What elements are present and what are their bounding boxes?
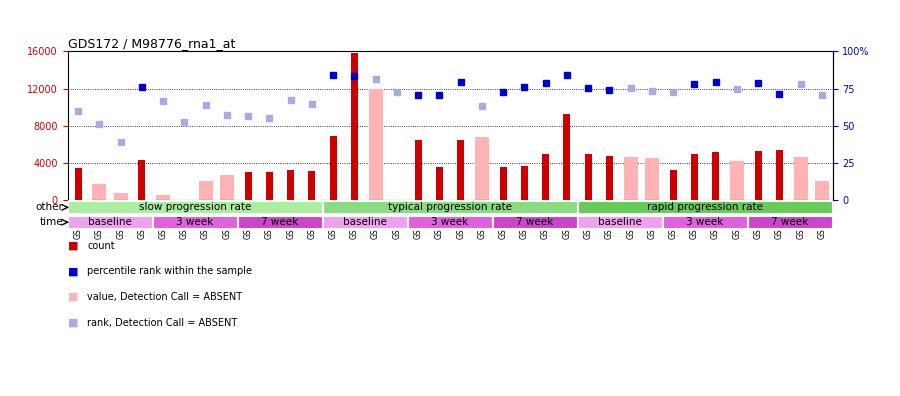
Bar (521, 166, 527, 200)
Text: 3 week: 3 week (176, 217, 213, 227)
Bar (75, 168, 82, 200)
Bar (500, 168, 507, 200)
Text: 3 week: 3 week (431, 217, 469, 227)
Bar (139, 160, 145, 200)
Bar (578, 215, 662, 229)
Bar (369, 89, 382, 200)
Bar (755, 151, 761, 200)
Text: 3 week: 3 week (687, 217, 724, 227)
Text: 7 week: 7 week (517, 217, 554, 227)
Text: ■: ■ (68, 266, 78, 276)
Bar (578, 201, 833, 214)
Bar (266, 172, 273, 200)
Bar (287, 170, 294, 200)
Text: ■: ■ (68, 240, 78, 251)
Bar (606, 156, 613, 200)
Bar (68, 201, 322, 214)
Bar (475, 137, 489, 200)
Bar (645, 158, 659, 200)
Text: typical progression rate: typical progression rate (388, 202, 512, 212)
Text: 7 week: 7 week (771, 217, 808, 227)
Text: slow progression rate: slow progression rate (139, 202, 251, 212)
Bar (748, 215, 832, 229)
Text: ■: ■ (68, 292, 78, 302)
Bar (309, 171, 315, 200)
Bar (68, 215, 152, 229)
Bar (329, 136, 337, 200)
Bar (238, 215, 322, 229)
Text: value, Detection Call = ABSENT: value, Detection Call = ABSENT (87, 292, 242, 302)
Bar (563, 114, 571, 200)
Bar (322, 201, 578, 214)
Bar (662, 215, 748, 229)
Bar (776, 150, 783, 200)
Text: count: count (87, 240, 115, 251)
Text: baseline: baseline (343, 217, 387, 227)
Bar (815, 181, 829, 200)
Text: time: time (40, 217, 63, 227)
Bar (415, 140, 421, 200)
Bar (457, 140, 464, 200)
Bar (624, 157, 637, 200)
Bar (691, 154, 698, 200)
Bar (220, 175, 234, 200)
Bar (730, 161, 743, 200)
Bar (794, 157, 807, 200)
Bar (93, 184, 106, 200)
Text: rapid progression rate: rapid progression rate (647, 202, 763, 212)
Text: ■: ■ (68, 318, 78, 328)
Bar (712, 152, 719, 200)
Bar (436, 167, 443, 200)
Bar (113, 192, 128, 200)
Bar (351, 53, 358, 200)
Text: 7 week: 7 week (261, 217, 299, 227)
Bar (670, 170, 677, 200)
Bar (322, 215, 408, 229)
Text: percentile rank within the sample: percentile rank within the sample (87, 266, 252, 276)
Bar (542, 154, 549, 200)
Text: GDS172 / M98776_rna1_at: GDS172 / M98776_rna1_at (68, 37, 235, 50)
Bar (492, 215, 578, 229)
Bar (245, 172, 252, 200)
Bar (199, 181, 212, 200)
Text: baseline: baseline (88, 217, 132, 227)
Text: other: other (35, 202, 63, 212)
Text: rank, Detection Call = ABSENT: rank, Detection Call = ABSENT (87, 318, 238, 328)
Bar (152, 215, 238, 229)
Bar (585, 154, 591, 200)
Bar (157, 195, 170, 200)
Text: baseline: baseline (598, 217, 642, 227)
Bar (408, 215, 492, 229)
